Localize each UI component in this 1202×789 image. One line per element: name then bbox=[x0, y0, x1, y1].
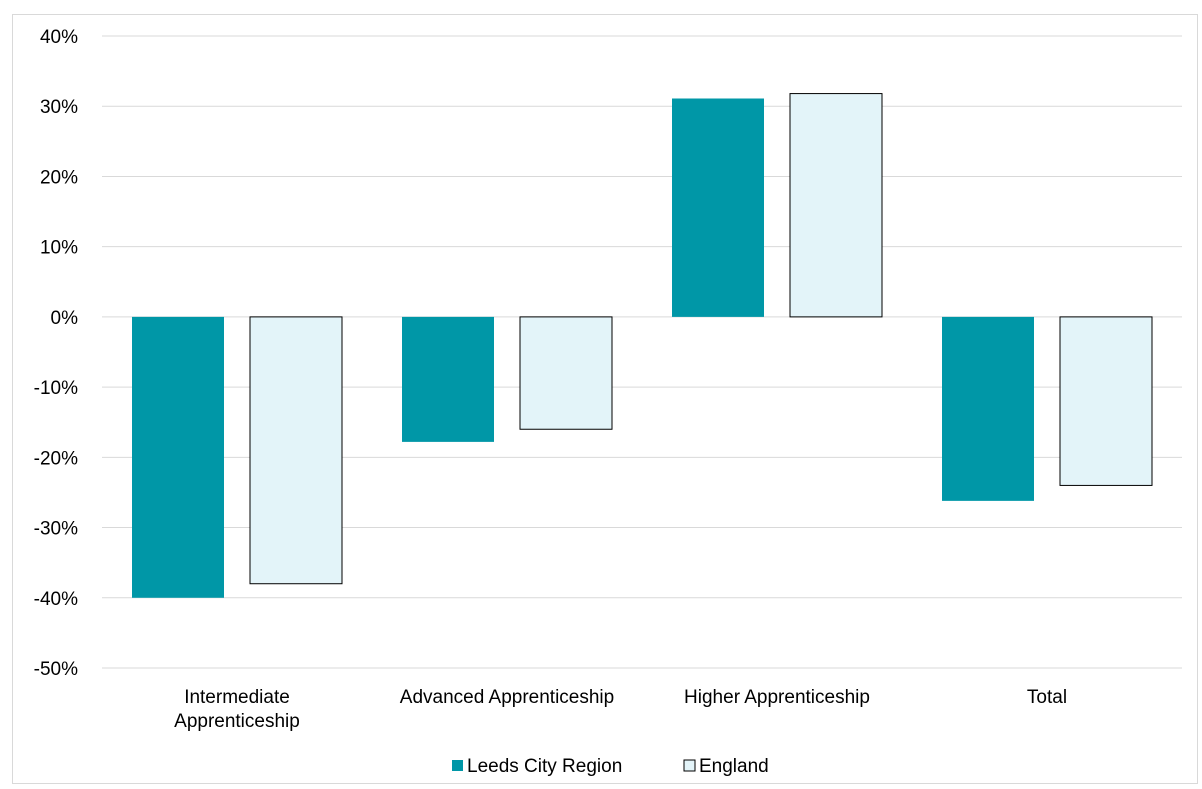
y-tick-label: -30% bbox=[34, 519, 78, 540]
x-axis-category-labels: Intermediate Apprenticeship Advanced Appre… bbox=[174, 687, 1067, 732]
bar-leeds-city-region bbox=[402, 316, 494, 442]
category-label: Intermediate Apprenticeship bbox=[174, 687, 300, 732]
category-label: Total bbox=[1027, 687, 1067, 708]
category-label: Advanced Apprenticeship bbox=[400, 687, 614, 708]
legend-swatch bbox=[452, 760, 463, 771]
bar-england bbox=[249, 316, 343, 585]
y-tick-label: -20% bbox=[34, 448, 78, 469]
category-label-line: Total bbox=[1027, 687, 1067, 708]
y-tick-label: 0% bbox=[51, 308, 79, 329]
y-tick-label: -50% bbox=[34, 659, 78, 680]
category-label-line: Higher Apprenticeship bbox=[684, 687, 870, 708]
category-label-line: Intermediate bbox=[184, 687, 290, 708]
category-label-line: Advanced Apprenticeship bbox=[400, 687, 614, 708]
legend-label: Leeds City Region bbox=[467, 756, 622, 777]
y-tick-label: 10% bbox=[40, 238, 78, 259]
legend-label: England bbox=[699, 756, 769, 777]
legend: Leeds City Region England bbox=[452, 756, 769, 777]
category-label: Higher Apprenticeship bbox=[684, 687, 870, 708]
y-tick-label: 20% bbox=[40, 167, 78, 188]
bars bbox=[132, 93, 1153, 598]
y-tick-label: -40% bbox=[34, 589, 78, 610]
bar-england bbox=[789, 93, 883, 318]
bar-england bbox=[1059, 316, 1153, 486]
bar-leeds-city-region bbox=[132, 316, 224, 598]
bar-leeds-city-region bbox=[942, 316, 1034, 501]
y-tick-label: 40% bbox=[40, 27, 78, 48]
y-tick-label: 30% bbox=[40, 97, 78, 118]
bar-england bbox=[519, 316, 613, 430]
bar-leeds-city-region bbox=[672, 98, 764, 317]
y-axis-tick-labels: 40% 30% 20% 10% 0% -10% -20% -30% -40% -50% bbox=[34, 27, 78, 680]
y-tick-label: -10% bbox=[34, 378, 78, 399]
legend-swatch bbox=[683, 759, 696, 772]
category-label-line: Apprenticeship bbox=[174, 711, 300, 732]
